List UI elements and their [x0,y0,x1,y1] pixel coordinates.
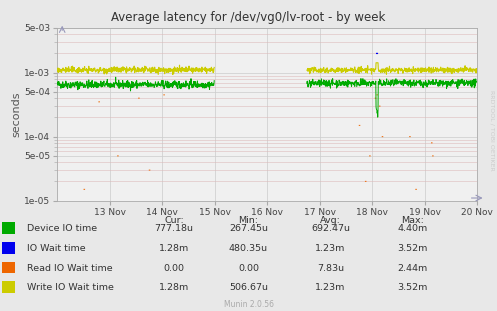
Text: Max:: Max: [401,216,424,225]
Text: 777.18u: 777.18u [155,225,193,233]
Text: 1.28m: 1.28m [159,283,189,292]
Text: 1.23m: 1.23m [315,283,346,292]
Y-axis label: seconds: seconds [11,91,21,137]
Text: 480.35u: 480.35u [229,244,268,253]
Text: Min:: Min: [239,216,258,225]
Text: 4.40m: 4.40m [398,225,427,233]
Text: 692.47u: 692.47u [311,225,350,233]
Text: 0.00: 0.00 [164,264,184,272]
Text: 3.52m: 3.52m [397,283,428,292]
Text: Read IO Wait time: Read IO Wait time [27,264,113,272]
Text: 267.45u: 267.45u [229,225,268,233]
Text: 1.23m: 1.23m [315,244,346,253]
Text: 0.00: 0.00 [238,264,259,272]
Text: Avg:: Avg: [320,216,341,225]
Text: 7.83u: 7.83u [317,264,344,272]
Text: Average latency for /dev/vg0/lv-root - by week: Average latency for /dev/vg0/lv-root - b… [111,11,386,24]
Text: Munin 2.0.56: Munin 2.0.56 [224,300,273,309]
Text: 2.44m: 2.44m [398,264,427,272]
Text: 1.28m: 1.28m [159,244,189,253]
Text: IO Wait time: IO Wait time [27,244,86,253]
Text: Write IO Wait time: Write IO Wait time [27,283,114,292]
Text: 506.67u: 506.67u [229,283,268,292]
Text: Device IO time: Device IO time [27,225,97,233]
Text: RRDTOOL / TOBI OETIKER: RRDTOOL / TOBI OETIKER [490,90,495,171]
Text: 3.52m: 3.52m [397,244,428,253]
Text: Cur:: Cur: [164,216,184,225]
